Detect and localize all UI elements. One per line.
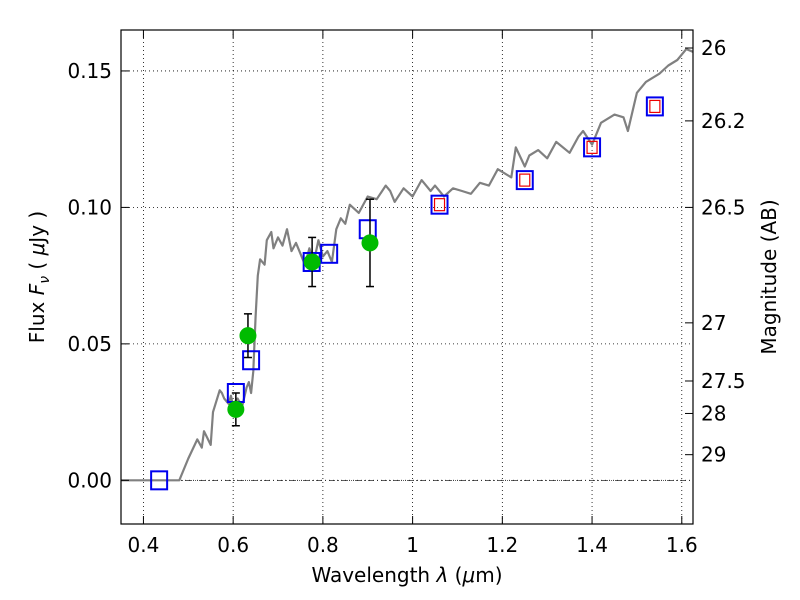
model-point-inner	[519, 173, 531, 187]
y2-axis-label: Magnitude (AB)	[757, 199, 781, 354]
grid	[121, 30, 693, 524]
model-point-square	[320, 243, 339, 264]
y2-tick-label: 28	[701, 401, 726, 425]
y-axis-label: Flux Fν ( μJy )	[25, 211, 53, 343]
observed-point	[361, 234, 379, 252]
y-tick-label: 0.10	[67, 195, 112, 219]
x-tick-label: 1.4	[576, 533, 608, 557]
model-point-inner	[649, 99, 661, 114]
plot-frame	[120, 29, 694, 525]
x-tick-label: 1.2	[486, 533, 518, 557]
y2-tick-label: 26.5	[701, 195, 746, 219]
model-point-square	[150, 470, 169, 491]
x-tick-label: 0.8	[307, 533, 339, 557]
observed-point	[239, 327, 257, 345]
y2-tick-label: 27.5	[701, 369, 746, 393]
y-tick-label: 0.00	[67, 468, 112, 492]
y-tick-label: 0.15	[67, 59, 112, 83]
y2-tick-label: 29	[701, 443, 726, 467]
y2-axis: 26 26.2 26.5 27 27.5 28 29	[685, 36, 746, 467]
y2-tick-label: 26	[701, 36, 726, 60]
model-point-inner	[433, 198, 446, 212]
x-axis-label: Wavelength λ (μm)	[311, 563, 502, 587]
x-axis: 0.4 0.6 0.8 1 1.2 1.4 1.6	[128, 30, 698, 557]
model-point-square	[645, 96, 664, 117]
model-point-square	[515, 170, 534, 191]
x-tick-label: 1	[406, 533, 419, 557]
observed-point	[227, 400, 245, 418]
model-point-inner	[586, 140, 598, 154]
spectrum-line	[121, 47, 693, 482]
x-tick-label: 1.6	[666, 533, 698, 557]
model-point-square	[430, 194, 449, 215]
model-point-square	[242, 350, 261, 371]
observed-point	[303, 253, 321, 271]
model-point-square	[583, 137, 602, 158]
y-tick-label: 0.05	[67, 332, 112, 356]
x-tick-label: 0.6	[217, 533, 249, 557]
y-axis: 0.00 0.05 0.10 0.15	[67, 59, 129, 492]
series-layer	[121, 47, 693, 491]
x-tick-label: 0.4	[128, 533, 160, 557]
y2-tick-label: 26.2	[701, 109, 746, 133]
y2-tick-label: 27	[701, 311, 726, 335]
